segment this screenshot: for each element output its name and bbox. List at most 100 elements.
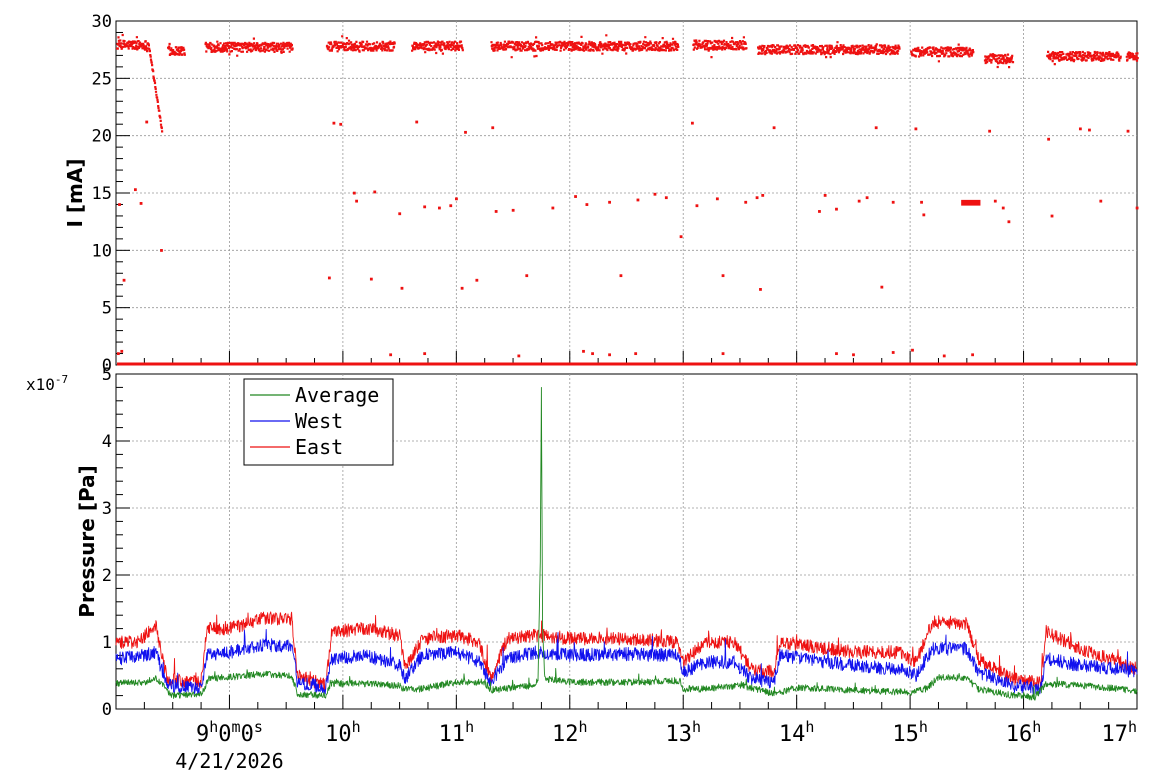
x-tick-hour: 11 bbox=[439, 722, 466, 747]
pressure-x-tick-label: 12h bbox=[552, 718, 588, 747]
x-tick-unit-h: h bbox=[1128, 718, 1137, 736]
y-axis-exponent: x10-7 bbox=[26, 373, 68, 394]
current-grid bbox=[116, 21, 1137, 365]
current-y-tick-label: 30 bbox=[92, 12, 112, 32]
current-point bbox=[352, 191, 356, 195]
current-zero-baseline bbox=[117, 362, 1136, 366]
x-tick-unit-h: h bbox=[465, 718, 474, 736]
current-point bbox=[695, 204, 699, 208]
current-point bbox=[491, 126, 495, 130]
current-point bbox=[494, 210, 498, 213]
current-data bbox=[116, 33, 1139, 366]
current-point bbox=[133, 188, 137, 192]
current-point bbox=[1047, 137, 1051, 141]
x-tick-hour: 14 bbox=[779, 722, 806, 747]
current-point bbox=[744, 200, 748, 204]
x-tick-unit-h: h bbox=[579, 718, 588, 736]
current-point bbox=[1078, 127, 1082, 131]
x-tick-minute: 0 bbox=[218, 722, 231, 747]
current-point bbox=[971, 353, 975, 357]
pressure-x-tick-label: 9h0m0s bbox=[196, 718, 263, 747]
current-point bbox=[690, 121, 694, 125]
current-point bbox=[398, 212, 402, 216]
current-point bbox=[373, 190, 377, 194]
x-tick-unit-m: m bbox=[232, 718, 241, 736]
current-point bbox=[911, 348, 914, 352]
current-point bbox=[122, 278, 126, 282]
pressure-data bbox=[115, 386, 1138, 701]
current-point bbox=[835, 352, 838, 356]
current-point bbox=[464, 130, 467, 134]
x-tick-unit-h: h bbox=[919, 718, 928, 736]
current-point bbox=[715, 197, 719, 201]
current-y-tick-label: 20 bbox=[92, 127, 112, 147]
current-point bbox=[772, 126, 776, 130]
current-point bbox=[460, 286, 464, 290]
legend-label-average: Average bbox=[295, 383, 379, 407]
current-point bbox=[891, 351, 895, 354]
x-tick-unit-h: h bbox=[209, 718, 218, 736]
current-point bbox=[865, 196, 869, 200]
current-point bbox=[585, 203, 589, 206]
current-point bbox=[634, 352, 638, 356]
x-tick-hour: 12 bbox=[552, 722, 579, 747]
pressure-x-tick-label: 11h bbox=[439, 718, 475, 747]
current-point bbox=[653, 192, 657, 196]
pressure-x-ticks: 9h0m0s 10h 11h 12h 13h 14h 15h 16h 17h bbox=[143, 695, 1138, 747]
current-point bbox=[721, 352, 725, 356]
current-point bbox=[608, 200, 611, 204]
current-point bbox=[423, 352, 427, 356]
current-point bbox=[1001, 206, 1005, 210]
pressure-x-tick-label: 14h bbox=[779, 718, 815, 747]
current-point bbox=[818, 210, 821, 213]
current-point bbox=[857, 199, 861, 203]
current-point bbox=[339, 122, 343, 126]
x-tick-second: 0 bbox=[241, 722, 254, 747]
current-point bbox=[914, 127, 918, 131]
current-y-ticks: 0 5 10 15 20 25 30 bbox=[92, 12, 130, 376]
series-line-east bbox=[115, 611, 1138, 692]
current-point bbox=[525, 274, 529, 278]
current-y-tick-label: 0 bbox=[102, 356, 112, 376]
y-axis-exponent-power: -7 bbox=[55, 373, 68, 386]
current-point bbox=[400, 286, 404, 290]
x-tick-hour: 15 bbox=[892, 722, 919, 747]
current-point bbox=[608, 353, 611, 357]
current-point bbox=[721, 274, 725, 278]
current-trace-dots bbox=[116, 33, 1139, 133]
current-point bbox=[1050, 214, 1054, 218]
current-point bbox=[120, 349, 124, 353]
current-point bbox=[823, 193, 827, 197]
current-point bbox=[145, 120, 149, 124]
current-point bbox=[880, 285, 884, 289]
current-point bbox=[835, 207, 838, 211]
current-point bbox=[619, 274, 623, 278]
current-point bbox=[517, 354, 521, 358]
current-point bbox=[679, 235, 683, 239]
current-point bbox=[449, 204, 453, 208]
current-point bbox=[942, 354, 946, 358]
current-point bbox=[160, 249, 163, 252]
current-point bbox=[988, 129, 992, 133]
current-point bbox=[415, 120, 419, 124]
current-y-tick-label: 25 bbox=[92, 69, 112, 89]
current-point bbox=[139, 202, 143, 205]
current-point bbox=[389, 353, 393, 357]
current-point bbox=[455, 197, 458, 201]
x-tick-hour: 17 bbox=[1101, 722, 1128, 747]
current-point bbox=[118, 203, 121, 206]
current-point bbox=[636, 198, 640, 202]
x-tick-unit-s: s bbox=[254, 718, 263, 736]
legend-box bbox=[243, 378, 394, 466]
current-y-tick-label: 15 bbox=[92, 184, 112, 204]
y-axis-exponent-base: x10 bbox=[26, 375, 55, 394]
current-y-axis-label: I [mA] bbox=[63, 158, 87, 227]
x-tick-hour: 9 bbox=[196, 722, 209, 747]
current-point bbox=[582, 349, 585, 353]
pressure-x-tick-label: 15h bbox=[892, 718, 928, 747]
current-point bbox=[852, 353, 855, 357]
current-point-cluster bbox=[961, 199, 981, 206]
